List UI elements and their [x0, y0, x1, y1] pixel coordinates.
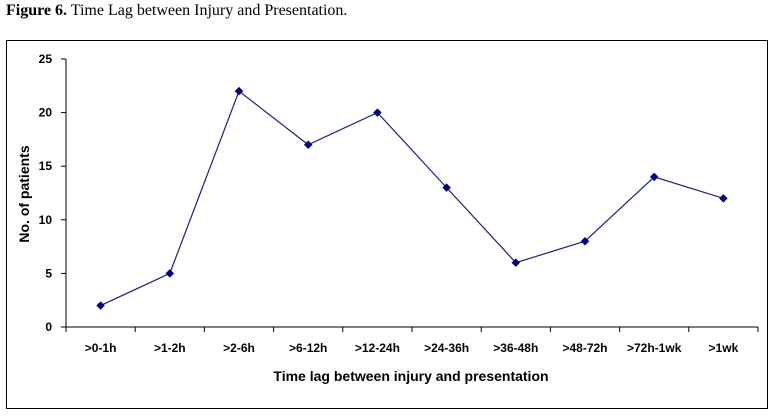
chart-frame	[6, 40, 768, 409]
x-tick-label: >0-1h	[85, 341, 117, 355]
data-point-marker	[373, 108, 382, 117]
y-axis-ticks: 0 5 10 15 20 25	[39, 52, 66, 334]
data-point-marker	[234, 86, 244, 96]
y-tick-label: 25	[39, 52, 53, 66]
figure-caption: Figure 6. Time Lag between Injury and Pr…	[6, 0, 347, 22]
x-tick-label: >72h-1wk	[627, 341, 682, 355]
y-tick-label: 5	[45, 266, 52, 280]
x-axis-ticks: >0-1h >1-2h >2-6h >6-12h >12-24h >24-36h >36-4…	[65, 327, 759, 355]
x-tick-label: >6-12h	[289, 341, 327, 355]
y-tick-label: 20	[39, 106, 53, 120]
x-tick-label: >1wk	[709, 341, 739, 355]
y-tick-label: 0	[45, 320, 52, 334]
data-point-marker	[649, 172, 659, 182]
x-tick-label: >1-2h	[154, 341, 186, 355]
data-point-marker	[511, 258, 521, 268]
x-tick-label: >12-24h	[355, 341, 400, 355]
data-point-marker	[165, 269, 175, 278]
chart-axes	[65, 59, 758, 328]
y-tick-label: 15	[39, 159, 53, 173]
data-point-marker	[96, 301, 105, 310]
y-axis-title: No. of patients	[16, 145, 32, 242]
data-point-marker	[442, 183, 451, 192]
x-tick-label: >48-72h	[562, 341, 607, 355]
data-point-marker	[303, 140, 313, 150]
x-tick-label: >2-6h	[223, 341, 255, 355]
y-tick-label: 10	[39, 213, 53, 227]
figure-label: Figure 6.	[6, 2, 68, 19]
data-point-marker	[719, 194, 728, 203]
x-tick-label: >24-36h	[424, 341, 469, 355]
x-axis-title: Time lag between injury and presentation	[273, 368, 548, 384]
x-tick-label: >36-48h	[493, 341, 538, 355]
figure-title: Time Lag between Injury and Presentation…	[70, 2, 348, 19]
data-point-marker	[580, 236, 590, 246]
series-line	[100, 90, 724, 307]
series-group	[96, 86, 728, 310]
